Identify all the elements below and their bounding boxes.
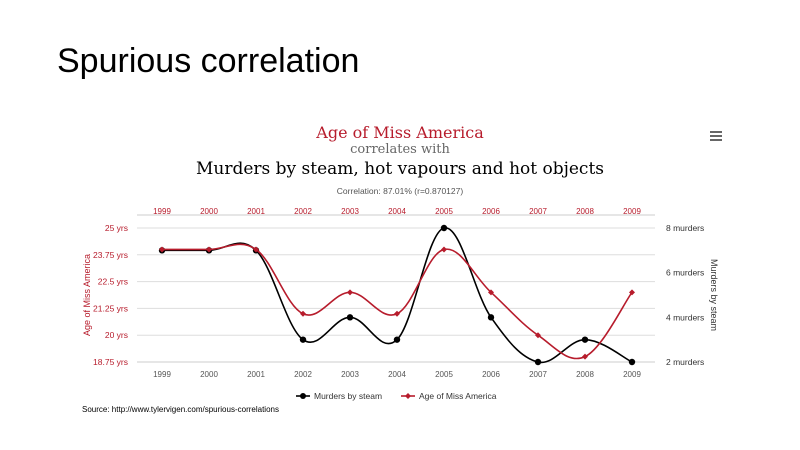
data-point-age-of-miss-america [582, 353, 588, 360]
data-point-murders-by-steam [534, 358, 542, 366]
left-tick-label: 20 yrs [105, 330, 128, 340]
data-point-age-of-miss-america [488, 289, 494, 296]
right-tick-label: 8 murders [666, 223, 704, 233]
bottom-x-tick-label: 2008 [576, 370, 594, 379]
data-point-murders-by-steam [440, 224, 448, 232]
data-point-age-of-miss-america [206, 246, 212, 253]
top-x-tick-label: 2008 [576, 207, 594, 216]
top-x-tick-label: 2009 [623, 207, 641, 216]
bottom-x-tick-label: 2006 [482, 370, 500, 379]
hamburger-menu-icon[interactable] [710, 131, 722, 141]
bottom-x-tick-label: 2003 [341, 370, 359, 379]
data-point-age-of-miss-america [347, 289, 353, 296]
chart-title: Age of Miss America [315, 123, 484, 142]
data-point-murders-by-steam [299, 336, 307, 343]
data-point-murders-by-steam [393, 336, 401, 343]
bottom-x-tick-label: 2000 [200, 370, 218, 379]
data-point-murders-by-steam [581, 336, 589, 343]
data-point-age-of-miss-america [441, 246, 447, 253]
top-x-tick-label: 2007 [529, 207, 547, 216]
left-tick-label: 25 yrs [105, 223, 128, 233]
left-tick-label: 23.75 yrs [93, 250, 128, 260]
top-x-tick-label: 2003 [341, 207, 359, 216]
correlation-label: Correlation: 87.01% (r=0.870127) [337, 186, 464, 196]
slide-title: Spurious correlation [57, 42, 360, 80]
data-point-age-of-miss-america [300, 310, 306, 317]
left-tick-label: 21.25 yrs [93, 303, 128, 313]
legend-label-murders-by-steam: Murders by steam [314, 391, 382, 401]
right-tick-label: 2 murders [666, 357, 704, 367]
data-point-age-of-miss-america [394, 310, 400, 317]
legend-marker-murders-by-steam [300, 393, 306, 399]
top-x-tick-label: 2000 [200, 207, 218, 216]
top-x-tick-label: 2006 [482, 207, 500, 216]
left-tick-label: 18.75 yrs [93, 357, 128, 367]
bottom-x-tick-label: 2002 [294, 370, 312, 379]
chart-title-2: Murders by steam, hot vapours and hot ob… [196, 159, 604, 179]
right-tick-label: 6 murders [666, 268, 704, 278]
legend-label-age-of-miss-america: Age of Miss America [419, 391, 497, 401]
bottom-x-tick-label: 2005 [435, 370, 453, 379]
top-x-tick-label: 1999 [153, 207, 171, 216]
right-tick-label: 4 murders [666, 312, 704, 322]
data-point-murders-by-steam [346, 314, 354, 321]
legend-marker-age-of-miss-america [405, 393, 411, 399]
left-axis-title: Age of Miss America [82, 254, 92, 336]
top-x-tick-label: 2005 [435, 207, 453, 216]
bottom-x-tick-label: 2009 [623, 370, 641, 379]
left-tick-label: 22.5 yrs [98, 277, 128, 287]
data-point-age-of-miss-america [253, 246, 259, 253]
bottom-x-tick-label: 2001 [247, 370, 265, 379]
data-point-age-of-miss-america [535, 332, 541, 339]
data-point-murders-by-steam [487, 314, 495, 321]
data-point-murders-by-steam [628, 358, 636, 366]
top-x-tick-label: 2002 [294, 207, 312, 216]
bottom-x-tick-label: 2004 [388, 370, 406, 379]
top-x-tick-label: 2004 [388, 207, 406, 216]
right-axis-title: Murders by steam [709, 259, 719, 331]
source-note: Source: http://www.tylervigen.com/spurio… [82, 405, 279, 414]
data-point-age-of-miss-america [629, 289, 635, 296]
bottom-x-tick-label: 2007 [529, 370, 547, 379]
chart-subtitle: correlates with [350, 142, 450, 157]
data-point-age-of-miss-america [159, 246, 165, 253]
top-x-tick-label: 2001 [247, 207, 265, 216]
bottom-x-tick-label: 1999 [153, 370, 171, 379]
